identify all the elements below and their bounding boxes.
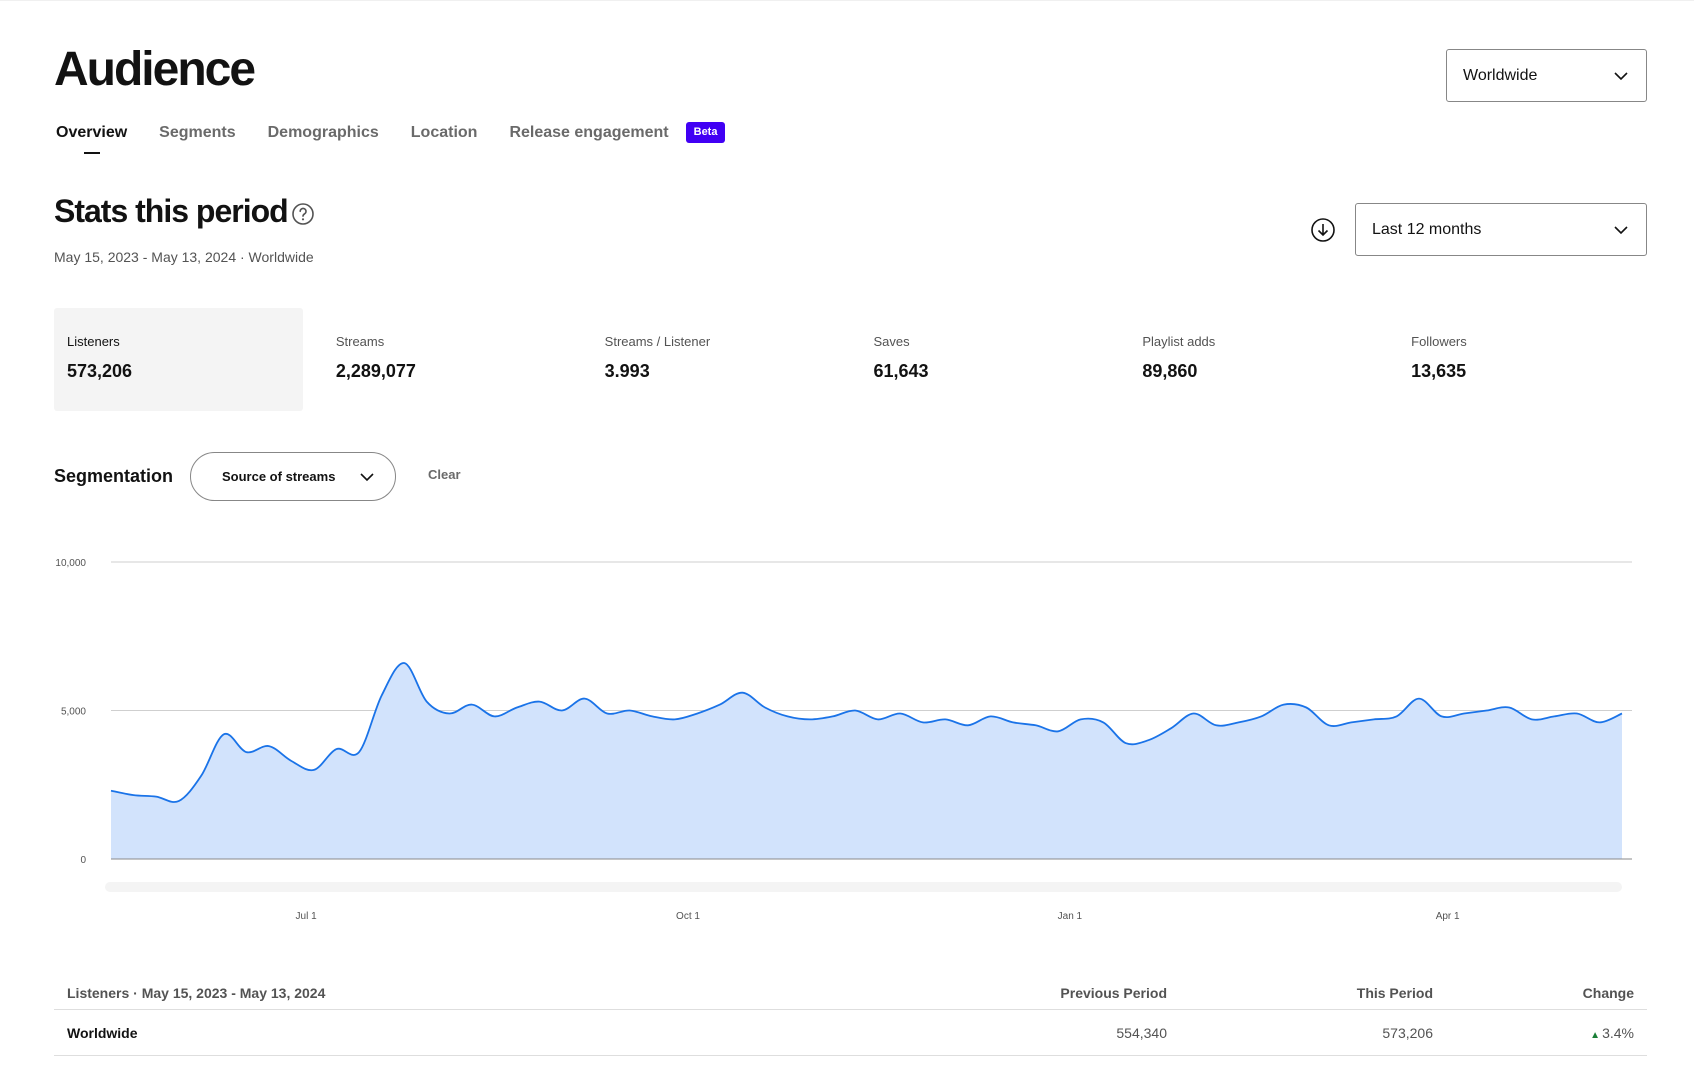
header-change: Change — [1582, 984, 1634, 1001]
kpi-listeners[interactable]: Listeners 573,206 — [54, 308, 303, 411]
listeners-chart: 10,000 5,000 0 Jul 1 Oct 1 Jan 1 Apr 1 — [0, 540, 1694, 940]
chevron-down-icon — [1614, 225, 1628, 234]
kpi-label: Followers — [1411, 334, 1467, 349]
tab-overview[interactable]: Overview — [56, 124, 127, 160]
row-previous: 554,340 — [1116, 1024, 1167, 1041]
kpi-value: 13,635 — [1411, 361, 1467, 381]
kpi-playlist-adds[interactable]: Playlist adds 89,860 — [1129, 308, 1378, 411]
x-tick-label: Jul 1 — [296, 911, 318, 922]
tab-release-engagement[interactable]: Release engagement — [509, 124, 669, 141]
kpi-streams-per-listener[interactable]: Streams / Listener 3.993 — [592, 308, 841, 411]
region-select-value: Worldwide — [1463, 66, 1538, 84]
row-this: 573,206 — [1382, 1024, 1433, 1041]
row-change-value: 3.4% — [1602, 1024, 1634, 1041]
header-period: Listeners · May 15, 2023 - May 13, 2024 — [67, 984, 326, 1001]
x-tick-label: Apr 1 — [1436, 911, 1460, 922]
header-previous: Previous Period — [1060, 984, 1167, 1001]
kpi-value: 61,643 — [873, 361, 929, 381]
download-icon[interactable] — [1310, 217, 1336, 243]
help-icon[interactable] — [291, 202, 315, 226]
tab-demographics[interactable]: Demographics — [267, 124, 379, 141]
kpi-label: Listeners — [67, 334, 120, 349]
chevron-down-icon — [360, 472, 374, 481]
kpi-value: 2,289,077 — [335, 361, 416, 381]
kpi-followers[interactable]: Followers 13,635 — [1398, 308, 1647, 411]
x-tick-label: Jan 1 — [1058, 911, 1083, 922]
kpi-label: Saves — [873, 334, 910, 349]
stats-title: Stats this period — [54, 193, 289, 229]
tab-location[interactable]: Location — [410, 124, 478, 141]
arrow-up-icon: ▲ — [1590, 1029, 1601, 1041]
beta-badge: Beta — [685, 122, 726, 143]
segmentation-select-value: Source of streams — [222, 469, 336, 484]
top-border — [0, 0, 1694, 1]
kpi-row: Listeners 573,206 Streams 2,289,077 Stre… — [54, 308, 1647, 411]
chart-scroll-track — [105, 882, 1622, 892]
row-change: ▲ 3.4% — [1433, 1025, 1634, 1041]
y-tick-label: 10,000 — [55, 558, 86, 569]
tab-segments[interactable]: Segments — [159, 124, 236, 141]
kpi-value: 3.993 — [604, 361, 650, 381]
area-fill — [111, 662, 1622, 859]
kpi-label: Streams — [335, 334, 385, 349]
tab-bar: Overview Segments Demographics Location … — [56, 122, 726, 160]
row-region: Worldwide — [67, 1024, 138, 1041]
clear-button[interactable]: Clear — [428, 467, 461, 482]
y-tick-label: 0 — [80, 855, 86, 866]
chart-svg: 10,000 5,000 0 Jul 1 Oct 1 Jan 1 Apr 1 — [55, 558, 1632, 922]
kpi-streams[interactable]: Streams 2,289,077 — [323, 308, 572, 411]
table-row: Worldwide 554,340 573,206 ▲ 3.4% — [54, 1010, 1647, 1056]
date-range-value: Last 12 months — [1372, 220, 1482, 238]
y-tick-label: 5,000 — [61, 707, 86, 718]
kpi-saves[interactable]: Saves 61,643 — [860, 308, 1109, 411]
header-this: This Period — [1356, 984, 1433, 1001]
x-tick-label: Oct 1 — [676, 911, 700, 922]
series-line — [110, 662, 1623, 803]
kpi-label: Playlist adds — [1142, 334, 1216, 349]
date-range-select[interactable]: Last 12 months — [1355, 203, 1647, 256]
chevron-down-icon — [1614, 71, 1628, 80]
segmentation-label: Segmentation — [54, 466, 174, 486]
kpi-label: Streams / Listener — [604, 334, 711, 349]
segmentation-select[interactable]: Source of streams — [190, 452, 396, 501]
listeners-table: Listeners · May 15, 2023 - May 13, 2024 … — [54, 976, 1647, 1056]
kpi-value: 89,860 — [1142, 361, 1198, 381]
period-subtitle: May 15, 2023 - May 13, 2024 · Worldwide — [54, 249, 314, 265]
table-header: Listeners · May 15, 2023 - May 13, 2024 … — [54, 976, 1647, 1010]
page-title: Audience — [54, 43, 256, 96]
kpi-value: 573,206 — [67, 361, 133, 381]
region-select[interactable]: Worldwide — [1446, 49, 1647, 102]
